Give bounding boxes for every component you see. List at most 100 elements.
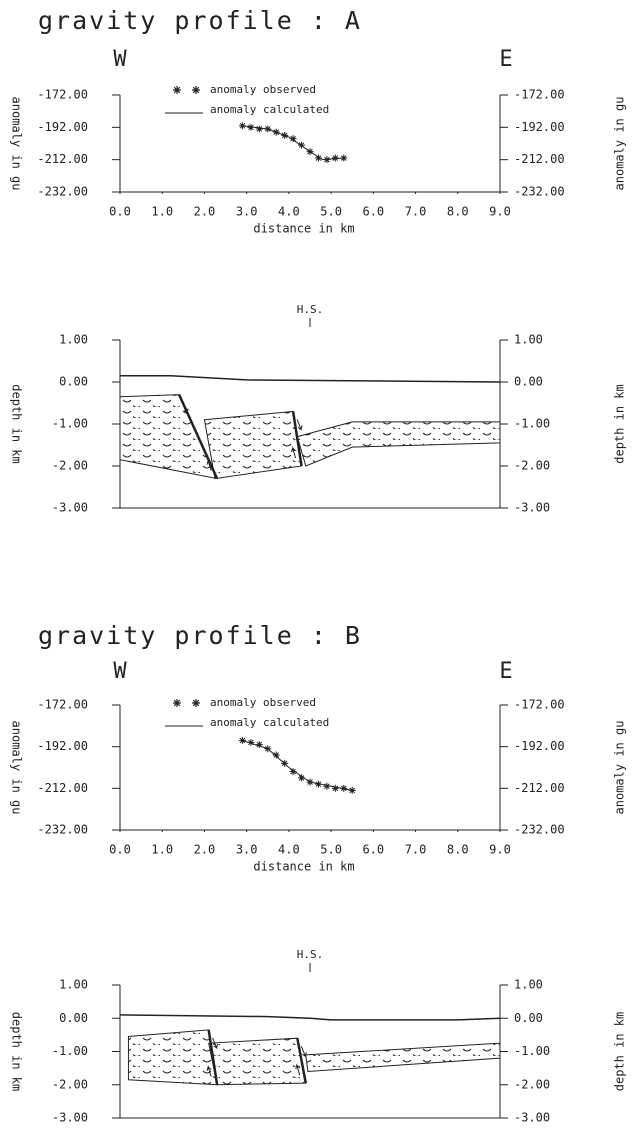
x-tick-label: 5.0 (320, 843, 342, 857)
y-tick-label: -3.00 (52, 1111, 88, 1125)
y-tick-label-right: -172.00 (514, 698, 565, 712)
x-tick-label: 2.0 (194, 205, 216, 219)
x-tick-label: 4.0 (278, 843, 300, 857)
x-tick-label: 8.0 (447, 843, 469, 857)
y-tick-label-right: -192.00 (514, 739, 565, 753)
fault-block (296, 421, 501, 467)
observed-point (340, 154, 348, 162)
y-tick-label: -2.00 (52, 459, 88, 473)
observed-point (238, 736, 246, 744)
east-label: E (499, 659, 512, 684)
chart-title: gravity profile : A (38, 6, 362, 35)
y-tick-label: -1.00 (52, 417, 88, 431)
y-tick-label-right: -212.00 (514, 781, 565, 795)
y-tick-label-right: -172.00 (514, 88, 565, 102)
y-axis-label: anomaly in gu (10, 97, 24, 191)
legend-label: anomaly calculated (210, 103, 329, 116)
fault-arrow (295, 1046, 307, 1076)
x-tick-label: 1.0 (151, 205, 173, 219)
observed-point (247, 739, 255, 746)
y-tick-label: -172.00 (37, 698, 88, 712)
surface-line (119, 1014, 501, 1021)
y-tick-label: 0.00 (59, 1011, 88, 1025)
fault-block (119, 394, 218, 480)
fault (291, 411, 303, 467)
observed-point (298, 141, 306, 149)
y-tick-label: 0.00 (59, 375, 88, 389)
legend-label: anomaly calculated (210, 716, 329, 729)
legend-marker (173, 699, 200, 707)
y-tick-label: -3.00 (52, 501, 88, 515)
observed-point (289, 135, 297, 143)
observed-point (298, 774, 306, 782)
observed-point (247, 123, 255, 131)
observed-point (255, 125, 263, 133)
x-tick-label: 5.0 (320, 205, 342, 219)
surface-line (120, 374, 501, 383)
y-tick-label-right: 1.00 (514, 978, 543, 992)
y-tick-label-right: 0.00 (514, 1011, 543, 1025)
x-tick-label: 0.0 (109, 843, 131, 857)
y-tick-label-right: -212.00 (514, 152, 565, 166)
y-tick-label: -212.00 (37, 781, 88, 795)
x-tick-label: 8.0 (447, 205, 469, 219)
legend-marker (173, 86, 200, 94)
fault-arrow (291, 419, 303, 459)
west-label: W (113, 659, 127, 684)
y-tick-label: -192.00 (37, 739, 88, 753)
fault-block (127, 1029, 218, 1086)
x-tick-label: 4.0 (278, 205, 300, 219)
x-tick-label: 6.0 (362, 205, 384, 219)
y-tick-label: -232.00 (37, 823, 88, 837)
y-tick-label-right: -3.00 (514, 1111, 550, 1125)
y-tick-label-right: 1.00 (514, 333, 543, 347)
y-tick-label: 1.00 (59, 333, 88, 347)
fault-block (208, 1037, 307, 1086)
y-tick-label: -1.00 (52, 1044, 88, 1058)
y-tick-label-right: -192.00 (514, 120, 565, 134)
observed-point (323, 782, 331, 790)
legend-label: anomaly observed (210, 83, 316, 96)
observed-point (272, 751, 280, 759)
observed-point (331, 784, 339, 792)
annotation: H.S. (297, 303, 324, 316)
fault (296, 1037, 308, 1084)
x-tick-label: 0.0 (109, 205, 131, 219)
west-label: W (113, 47, 127, 72)
fault-block (203, 410, 303, 480)
x-tick-label: 9.0 (489, 205, 511, 219)
x-tick-label: 9.0 (489, 843, 511, 857)
observed-point (331, 154, 339, 162)
x-tick-label: 7.0 (405, 843, 427, 857)
x-tick-label: 6.0 (362, 843, 384, 857)
fault-block (305, 1042, 501, 1072)
y-tick-label: -172.00 (37, 88, 88, 102)
y-axis-label-right: depth in km (613, 384, 627, 463)
y-tick-label-right: -232.00 (514, 185, 565, 199)
y-tick-label: -192.00 (37, 120, 88, 134)
observed-point (289, 768, 297, 776)
observed-point (314, 154, 322, 162)
x-axis-label: distance in km (253, 222, 354, 236)
y-tick-label: -2.00 (52, 1077, 88, 1091)
y-axis-label: anomaly in gu (10, 721, 24, 815)
annotation: H.S. (297, 948, 324, 961)
chart-title: gravity profile : B (38, 621, 362, 650)
y-tick-label-right: -2.00 (514, 459, 550, 473)
y-tick-label-right: -3.00 (514, 501, 550, 515)
x-tick-label: 2.0 (194, 843, 216, 857)
x-tick-label: 1.0 (151, 843, 173, 857)
observed-point (238, 122, 246, 130)
x-tick-label: 3.0 (236, 843, 258, 857)
y-axis-label-right: depth in km (613, 1012, 627, 1091)
x-tick-label: 3.0 (236, 205, 258, 219)
y-tick-label-right: -1.00 (514, 417, 550, 431)
y-tick-label-right: -2.00 (514, 1077, 550, 1091)
x-axis-label: distance in km (253, 860, 354, 874)
legend-label: anomaly observed (210, 696, 316, 709)
calculated-line (242, 739, 353, 791)
y-tick-label: 1.00 (59, 978, 88, 992)
calculated-line (242, 125, 344, 161)
y-tick-label-right: -232.00 (514, 823, 565, 837)
